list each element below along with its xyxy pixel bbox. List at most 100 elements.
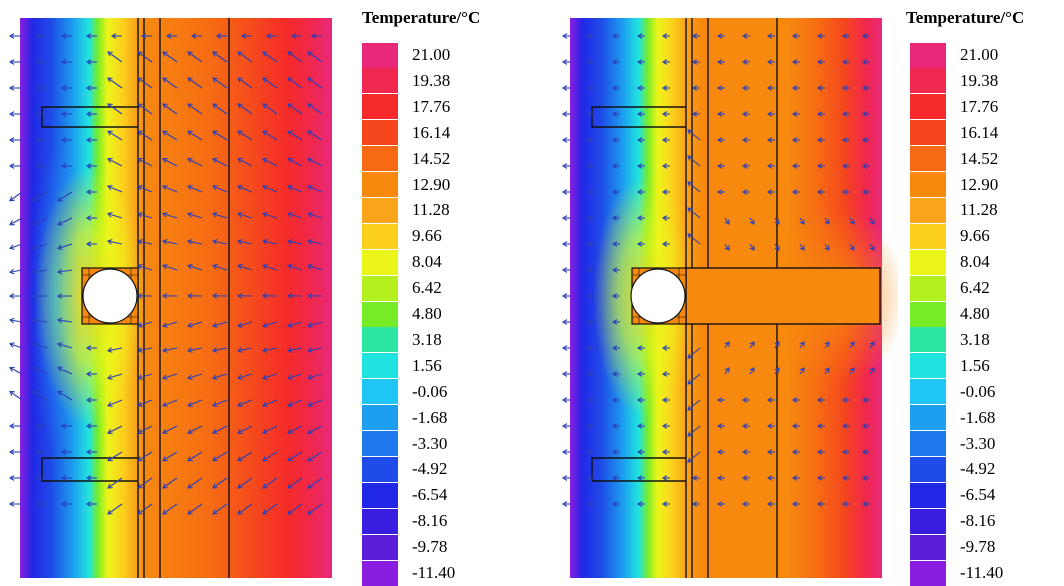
right-legend-swatch — [910, 379, 946, 404]
left-legend-row: 11.28 — [362, 197, 482, 223]
left-legend-swatch — [362, 68, 398, 93]
right-legend-row: -11.40 — [910, 560, 1030, 586]
right-legend-row: 1.56 — [910, 353, 1030, 379]
left-legend-row: -6.54 — [362, 482, 482, 508]
left-legend-row: -1.68 — [362, 405, 482, 431]
right-legend-swatch — [910, 535, 946, 560]
right-legend-swatch — [910, 198, 946, 223]
right-legend-label: 11.28 — [960, 200, 1030, 220]
right-legend-label: -1.68 — [960, 408, 1030, 428]
left-legend-swatch — [362, 94, 398, 119]
right-legend-swatch — [910, 43, 946, 68]
right-legend-title: Temperature/°C — [906, 8, 1024, 28]
left-legend-label: 12.90 — [412, 175, 482, 195]
right-legend-swatch — [910, 302, 946, 327]
left-legend-swatch — [362, 120, 398, 145]
left-legend-row: 21.00 — [362, 42, 482, 68]
left-legend-label: 6.42 — [412, 278, 482, 298]
right-legend-label: 3.18 — [960, 330, 1030, 350]
left-legend-swatch — [362, 327, 398, 352]
right-legend-row: 12.90 — [910, 172, 1030, 198]
right-legend-label: 6.42 — [960, 278, 1030, 298]
left-legend-row: 6.42 — [362, 275, 482, 301]
right-legend-swatch — [910, 68, 946, 93]
right-legend-swatch — [910, 146, 946, 171]
left-legend-swatch — [362, 353, 398, 378]
right-legend-label: -3.30 — [960, 434, 1030, 454]
right-legend-swatch — [910, 276, 946, 301]
left-legend-label: -0.06 — [412, 382, 482, 402]
left-legend-label: 19.38 — [412, 71, 482, 91]
left-legend-swatch — [362, 483, 398, 508]
right-legend-label: 9.66 — [960, 226, 1030, 246]
right-legend-swatch — [910, 353, 946, 378]
left-legend-row: -3.30 — [362, 431, 482, 457]
left-legend-swatch — [362, 276, 398, 301]
left-legend-label: -6.54 — [412, 485, 482, 505]
left-legend-swatch — [362, 561, 398, 586]
right-legend-row: 9.66 — [910, 223, 1030, 249]
right-legend-row: 21.00 — [910, 42, 1030, 68]
left-legend-label: 4.80 — [412, 304, 482, 324]
left-legend-label: 21.00 — [412, 45, 482, 65]
right-flux-arrow — [563, 398, 570, 403]
right-flux-arrow — [563, 86, 570, 91]
right-flux-arrow — [563, 190, 570, 195]
left-legend-row: -4.92 — [362, 456, 482, 482]
right-legend-row: -0.06 — [910, 379, 1030, 405]
right-flux-arrow — [563, 34, 570, 39]
left-legend-row: 16.14 — [362, 120, 482, 146]
right-flux-arrow — [563, 138, 570, 143]
right-legend-swatch — [910, 224, 946, 249]
left-legend-label: -9.78 — [412, 537, 482, 557]
left-legend-row: 17.76 — [362, 94, 482, 120]
right-legend-label: 14.52 — [960, 149, 1030, 169]
right-legend-label: -4.92 — [960, 459, 1030, 479]
right-legend-swatch — [910, 483, 946, 508]
right-legend-row: -1.68 — [910, 405, 1030, 431]
right-legend-swatch — [910, 431, 946, 456]
left-legend-label: 1.56 — [412, 356, 482, 376]
left-legend-row: -0.06 — [362, 379, 482, 405]
right-legend-row: 14.52 — [910, 146, 1030, 172]
left-legend-row: 9.66 — [362, 223, 482, 249]
right-legend-row: 3.18 — [910, 327, 1030, 353]
right-flux-arrow — [563, 476, 570, 481]
left-legend-label: -11.40 — [412, 563, 482, 583]
right-flux-arrow — [563, 502, 570, 507]
left-legend-label: 14.52 — [412, 149, 482, 169]
left-legend-label: 8.04 — [412, 252, 482, 272]
right-flux-arrow — [563, 268, 570, 273]
right-legend-swatch — [910, 120, 946, 145]
left-legend-row: -9.78 — [362, 534, 482, 560]
left-legend-swatch — [362, 302, 398, 327]
right-legend-row: -4.92 — [910, 456, 1030, 482]
left-legend-row: 12.90 — [362, 172, 482, 198]
right-legend-swatch — [910, 405, 946, 430]
right-legend-label: 21.00 — [960, 45, 1030, 65]
right-legend-swatch — [910, 457, 946, 482]
right-legend-row: 17.76 — [910, 94, 1030, 120]
right-legend-label: -11.40 — [960, 563, 1030, 583]
right-legend-label: 12.90 — [960, 175, 1030, 195]
left-legend-swatch — [362, 431, 398, 456]
left-legend-label: 3.18 — [412, 330, 482, 350]
right-legend-label: -8.16 — [960, 511, 1030, 531]
left-legend-row: -11.40 — [362, 560, 482, 586]
right-flux-arrow — [563, 294, 570, 299]
right-legend-row: 8.04 — [910, 249, 1030, 275]
left-legend-swatch — [362, 405, 398, 430]
left-legend-row: 1.56 — [362, 353, 482, 379]
left-legend-label: 11.28 — [412, 200, 482, 220]
right-legend-swatch — [910, 327, 946, 352]
right-flux-arrow — [563, 60, 570, 65]
left-legend-label: -1.68 — [412, 408, 482, 428]
left-legend-row: 19.38 — [362, 68, 482, 94]
left-legend-label: -8.16 — [412, 511, 482, 531]
right-legend-row: -3.30 — [910, 431, 1030, 457]
right-legend-swatch — [910, 172, 946, 197]
left-legend-row: 8.04 — [362, 249, 482, 275]
left-legend-label: 9.66 — [412, 226, 482, 246]
right-legend-label: 1.56 — [960, 356, 1030, 376]
